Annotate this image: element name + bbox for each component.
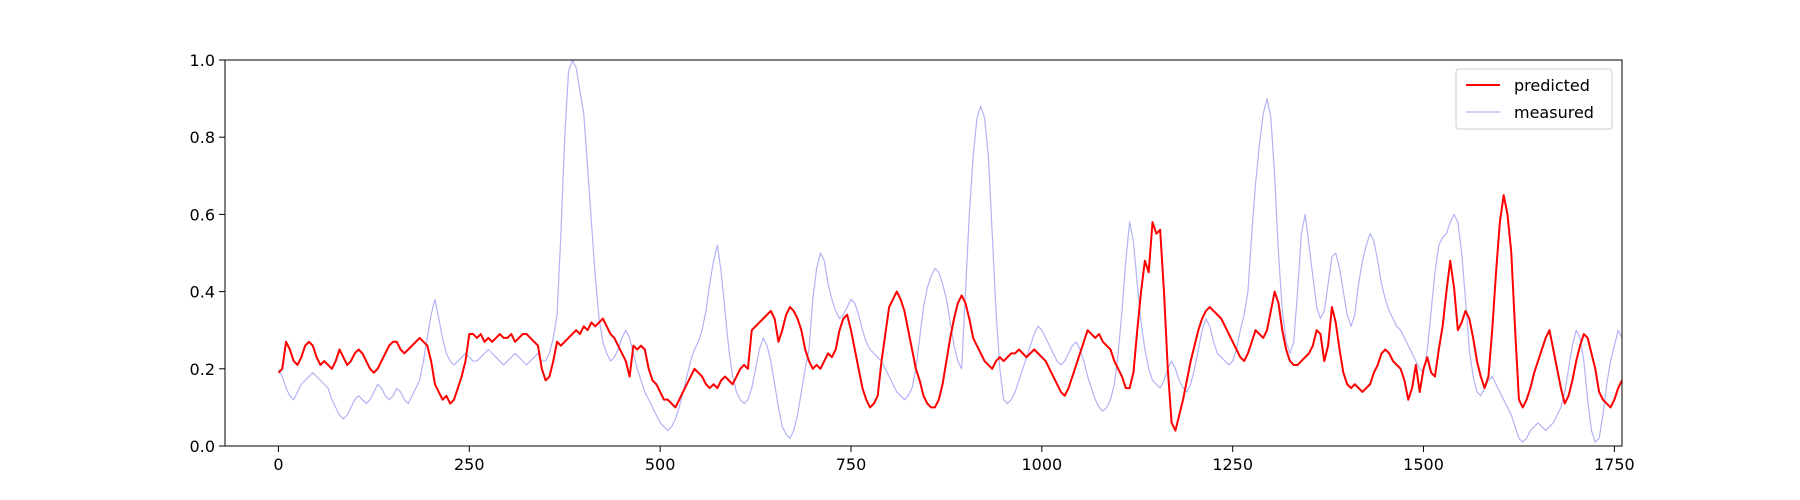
y-tick-label: 0.6 xyxy=(190,205,215,224)
y-tick-label: 0.4 xyxy=(190,283,215,302)
y-tick-label: 1.0 xyxy=(190,51,215,70)
y-axis: 0.0 0.2 0.4 0.6 0.8 1.0 xyxy=(190,51,225,456)
series-line-measured xyxy=(277,60,1622,443)
x-tick-label: 750 xyxy=(836,455,867,474)
y-tick-label: 0.8 xyxy=(190,128,215,147)
x-tick-label: 1500 xyxy=(1403,455,1444,474)
plot-frame xyxy=(224,59,1623,447)
series-layer xyxy=(277,60,1622,443)
legend-label-predicted: predicted xyxy=(1514,76,1590,95)
legend-label-measured: measured xyxy=(1514,103,1594,122)
legend: predicted measured xyxy=(1455,68,1613,130)
x-tick-label: 1750 xyxy=(1594,455,1635,474)
x-tick-label: 0 xyxy=(273,455,283,474)
x-tick-label: 1250 xyxy=(1212,455,1253,474)
x-axis: 0 250 500 750 1000 1250 1500 1750 xyxy=(273,446,1635,474)
x-tick-label: 1000 xyxy=(1021,455,1062,474)
series-line-predicted xyxy=(277,194,1622,432)
y-tick-label: 0.0 xyxy=(190,437,215,456)
y-tick-label: 0.2 xyxy=(190,360,215,379)
x-tick-label: 500 xyxy=(645,455,676,474)
x-tick-label: 250 xyxy=(454,455,485,474)
